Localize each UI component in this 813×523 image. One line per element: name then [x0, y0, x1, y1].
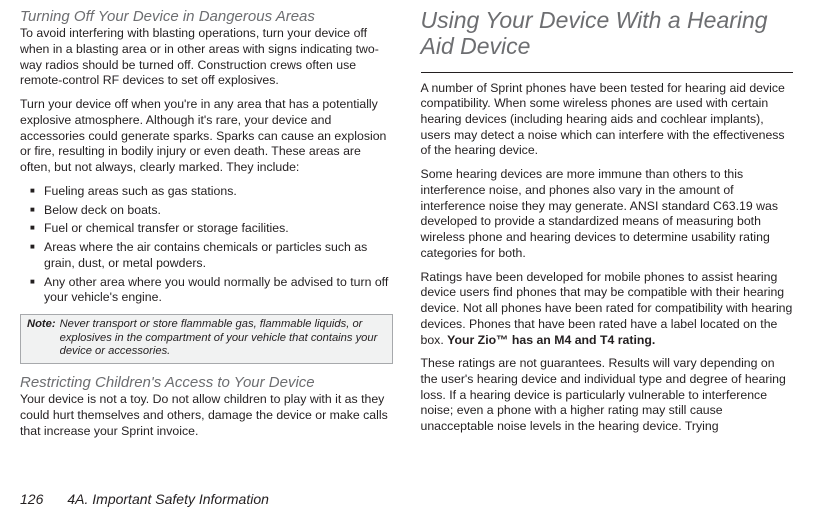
paragraph-hearing-1: A number of Sprint phones have been test… — [421, 81, 794, 160]
paragraph-explosive-atmosphere: Turn your device off when you're in any … — [20, 97, 393, 176]
section-title-hearing-aid: Using Your Device With a Hearing Aid Dev… — [421, 8, 794, 60]
list-item: Areas where the air contains chemicals o… — [44, 240, 393, 271]
note-label: Note: — [27, 318, 56, 359]
paragraph-blasting: To avoid interfering with blasting opera… — [20, 26, 393, 89]
paragraph-hearing-4: These ratings are not guarantees. Result… — [421, 356, 794, 435]
list-item: Below deck on boats. — [44, 203, 393, 219]
two-column-layout: Turning Off Your Device in Dangerous Are… — [20, 8, 793, 447]
paragraph-hearing-3: Ratings have been developed for mobile p… — [421, 270, 794, 349]
list-item: Any other area where you would normally … — [44, 275, 393, 306]
list-item: Fuel or chemical transfer or storage fac… — [44, 221, 393, 237]
right-column: Using Your Device With a Hearing Aid Dev… — [421, 8, 794, 447]
page: Turning Off Your Device in Dangerous Are… — [0, 0, 813, 523]
note-text: Never transport or store flammable gas, … — [60, 318, 386, 359]
heading-children-access: Restricting Children's Access to Your De… — [20, 374, 393, 391]
chapter-title: 4A. Important Safety Information — [67, 491, 269, 507]
page-number: 126 — [20, 491, 43, 507]
paragraph-hearing-2: Some hearing devices are more immune tha… — [421, 167, 794, 261]
rating-label-bold: Your Zio™ has an M4 and T4 rating. — [447, 333, 655, 347]
paragraph-children: Your device is not a toy. Do not allow c… — [20, 392, 393, 439]
note-box: Note: Never transport or store flammable… — [20, 314, 393, 364]
bullet-list-areas: Fueling areas such as gas stations. Belo… — [20, 184, 393, 306]
left-column: Turning Off Your Device in Dangerous Are… — [20, 8, 393, 447]
page-footer: 126 4A. Important Safety Information — [20, 491, 269, 507]
list-item: Fueling areas such as gas stations. — [44, 184, 393, 200]
section-divider — [421, 72, 794, 73]
heading-dangerous-areas: Turning Off Your Device in Dangerous Are… — [20, 8, 393, 25]
